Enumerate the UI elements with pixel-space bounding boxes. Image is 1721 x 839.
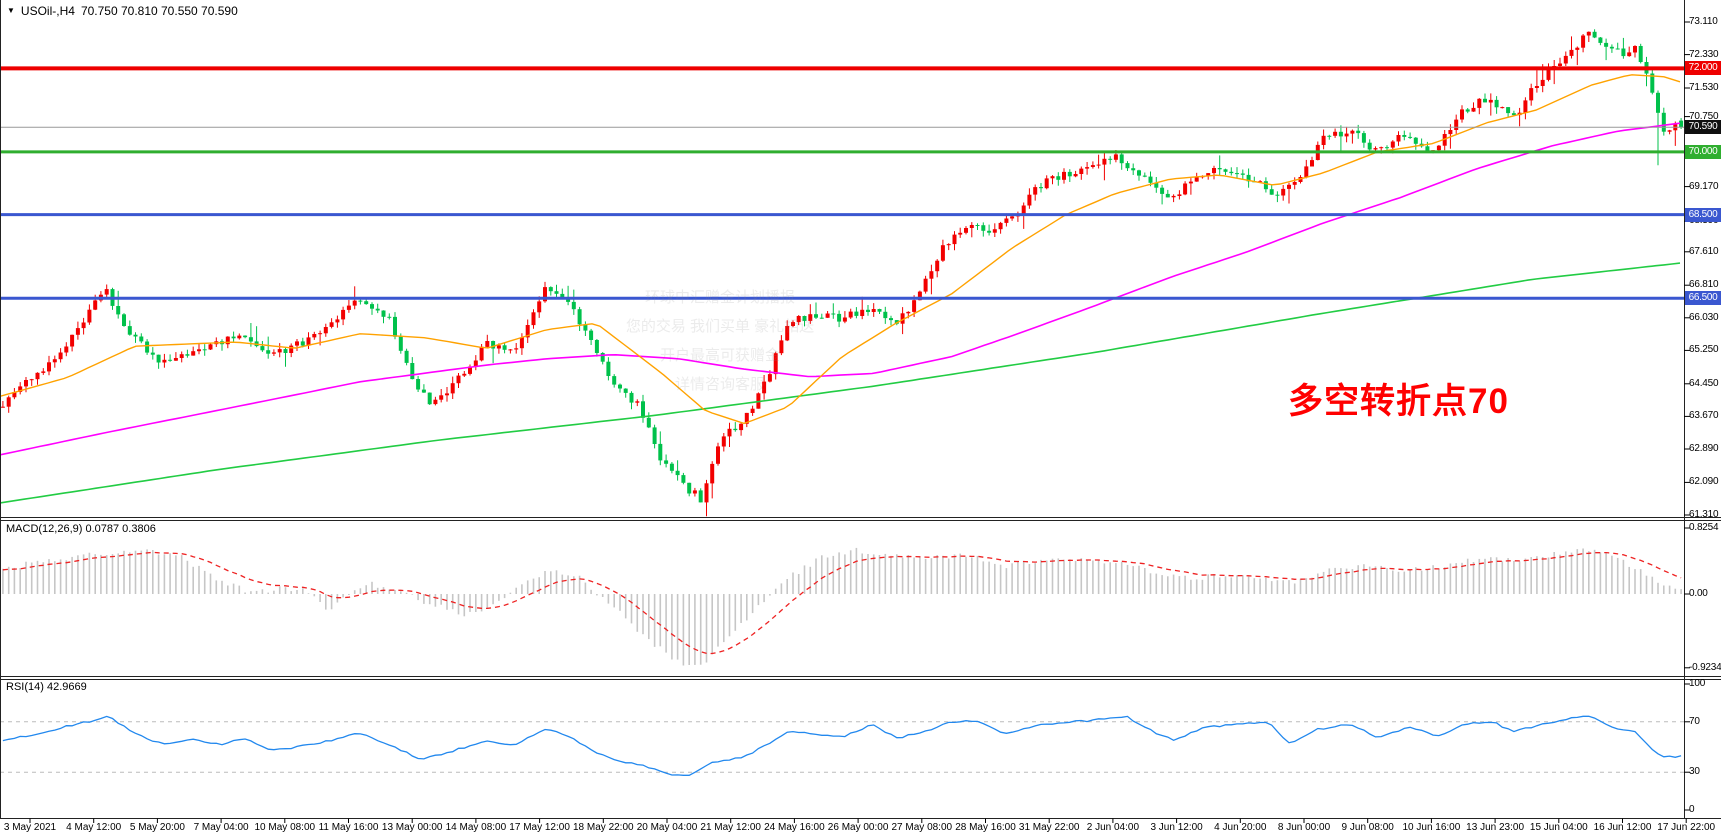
price-axis-label: 65.250 <box>1689 344 1719 356</box>
time-axis-label: 11 May 16:00 <box>318 822 379 833</box>
price-axis-label: 66.810 <box>1689 279 1719 291</box>
time-axis-label: 20 May 04:00 <box>636 822 698 833</box>
time-axis-label: 4 Jun 20:00 <box>1214 822 1267 833</box>
watermark-line: 您的交易 我们买单 豪礼相送 <box>625 318 815 335</box>
price-axis-label: 63.670 <box>1689 410 1719 422</box>
time-axis-label: 24 May 16:00 <box>764 822 825 833</box>
time-axis-label: 21 May 12:00 <box>700 822 761 833</box>
time-axis-label: 8 Jun 00:00 <box>1277 822 1331 833</box>
rsi-indicator-label: RSI(14) 42.9669 <box>6 681 87 693</box>
time-axis-label: 3 Jun 12:00 <box>1150 822 1203 833</box>
indicator-list-dropdown-icon[interactable]: ▼ <box>7 6 15 15</box>
macd-axis-label: 0.8254 <box>1689 522 1719 534</box>
time-axis-label: 14 May 08:00 <box>445 822 507 833</box>
time-axis-label: 13 Jun 23:00 <box>1466 822 1525 833</box>
price-level-badge: 68.500 <box>1685 207 1721 222</box>
price-axis-label: 64.450 <box>1689 377 1719 389</box>
time-axis-label: 10 Jun 16:00 <box>1402 822 1461 833</box>
time-axis-label: 31 May 22:00 <box>1018 822 1080 833</box>
price-level-badge: 72.000 <box>1685 61 1721 76</box>
rsi-axis-label: 0 <box>1689 804 1695 815</box>
time-axis-label: 26 May 00:00 <box>827 822 889 833</box>
price-axis-label: 61.310 <box>1689 509 1719 520</box>
watermark-line: 环球中汇赠金计划播报 <box>644 289 795 306</box>
time-axis-label: 2 Jun 04:00 <box>1086 822 1140 833</box>
time-axis-label: 16 Jun 12:00 <box>1593 822 1652 833</box>
price-axis-label: 62.890 <box>1689 442 1719 454</box>
time-axis-label: 28 May 16:00 <box>955 822 1016 833</box>
time-axis-label: 17 Jun 22:00 <box>1657 822 1716 833</box>
rsi-axis-label: 70 <box>1689 715 1700 727</box>
time-axis-label: 18 May 22:00 <box>572 822 634 833</box>
price-axis-label: 67.610 <box>1689 245 1719 257</box>
time-axis-label: 7 May 04:00 <box>193 822 249 833</box>
time-axis-label: 3 May 2021 <box>3 822 57 833</box>
watermark-line: 详情咨询客服 <box>674 376 765 393</box>
watermark-text: 环球中汇赠金计划播报您的交易 我们买单 豪礼相送 开户最高可获赠金 详情咨询客服 <box>505 283 935 399</box>
macd-axis-label: 0.00 <box>1689 588 1708 599</box>
ohlc-values-label: 70.750 70.810 70.550 70.590 <box>80 4 238 18</box>
macd-axis-label: -0.9234 <box>1689 661 1721 673</box>
price-axis-label: 62.090 <box>1689 476 1719 488</box>
price-axis-label: 70.750 <box>1689 110 1719 122</box>
current-price-badge: 70.590 <box>1685 120 1721 135</box>
time-axis-label: 13 May 00:00 <box>381 822 443 833</box>
time-axis-label: 10 May 08:00 <box>254 822 316 833</box>
watermark-line: 开户最高可获赠金 <box>659 347 780 364</box>
time-axis-label: 15 Jun 04:00 <box>1529 822 1588 833</box>
price-axis-label: 69.170 <box>1689 180 1719 192</box>
price-level-badge: 70.000 <box>1685 144 1721 159</box>
time-axis-label: 4 May 12:00 <box>66 822 122 833</box>
rsi-axis-label: 100 <box>1689 678 1706 689</box>
time-axis-label: 9 Jun 08:00 <box>1341 822 1394 833</box>
trend-annotation-text: 多空转折点70 <box>1288 382 1509 421</box>
macd-indicator-label: MACD(12,26,9) 0.0787 0.3806 <box>6 523 156 535</box>
price-axis-label: 66.030 <box>1689 311 1719 323</box>
rsi-axis-label: 30 <box>1689 766 1700 778</box>
price-level-badge: 66.500 <box>1685 291 1721 306</box>
time-axis-label: 27 May 08:00 <box>891 822 953 833</box>
time-axis-label: 5 May 20:00 <box>129 822 185 833</box>
price-axis-label: 72.330 <box>1689 48 1719 60</box>
price-axis-label: 71.530 <box>1689 82 1719 93</box>
chart-title-bar: ▼ USOil-,H4 70.750 70.810 70.550 70.590 <box>7 4 238 18</box>
price-axis-label: 73.110 <box>1689 16 1718 27</box>
time-axis-label: 17 May 12:00 <box>509 822 570 833</box>
symbol-period-label: USOil-,H4 <box>20 4 75 18</box>
